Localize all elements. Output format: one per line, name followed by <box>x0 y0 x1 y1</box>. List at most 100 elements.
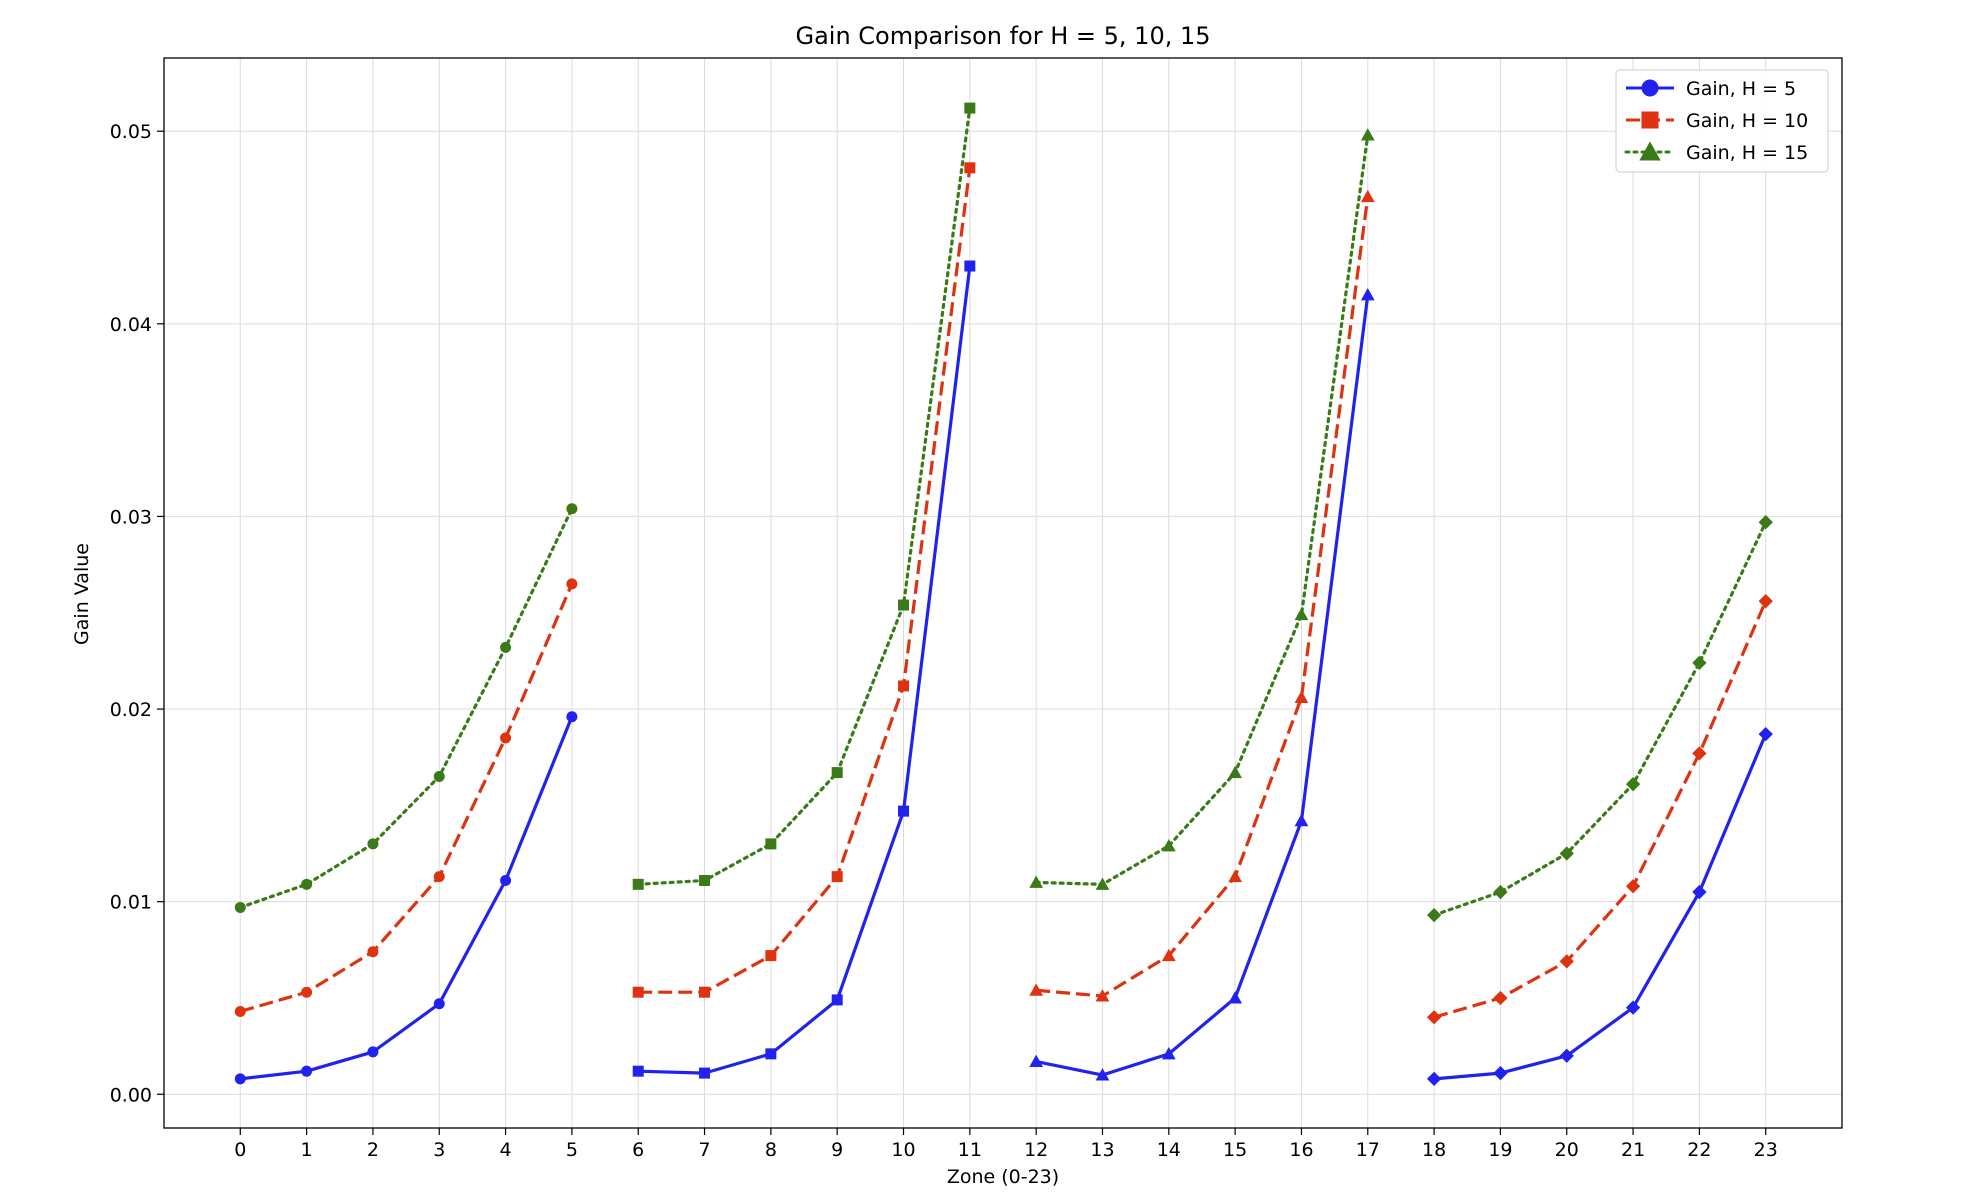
legend-label: Gain, H = 5 <box>1686 78 1796 100</box>
series-line-segment <box>638 265 972 1075</box>
data-point <box>1493 1065 1508 1081</box>
x-tick-label: 10 <box>891 1139 915 1161</box>
data-point <box>234 901 246 913</box>
x-tick-label: 18 <box>1422 1139 1446 1161</box>
legend: Gain, H = 5 Gain, H = 10 Gain, H = 15 <box>1615 69 1829 173</box>
data-point <box>964 102 976 114</box>
data-point <box>1294 813 1309 827</box>
data-point <box>433 998 445 1010</box>
data-point <box>1625 879 1641 894</box>
y-tick-label: 0.04 <box>110 314 152 336</box>
series-2 <box>234 162 1773 1025</box>
series-line-segment <box>240 716 574 1081</box>
data-point <box>898 599 910 611</box>
data-point <box>1758 594 1773 609</box>
data-point <box>1426 908 1442 923</box>
data-point <box>1029 875 1044 888</box>
legend-label: Gain, H = 10 <box>1686 110 1808 132</box>
data-point <box>699 1067 711 1079</box>
data-point <box>1029 1054 1044 1068</box>
data-point <box>964 162 976 174</box>
x-tick-label: 12 <box>1024 1139 1048 1161</box>
x-tick-label: 0 <box>234 1139 246 1161</box>
data-point <box>1625 1000 1641 1015</box>
data-point <box>234 1005 246 1017</box>
data-point <box>566 503 578 515</box>
series-line-segment <box>1036 196 1370 998</box>
x-tick-label: 22 <box>1687 1139 1711 1161</box>
data-point <box>1493 990 1508 1006</box>
data-point <box>500 641 512 653</box>
x-tick-label: 8 <box>765 1139 777 1161</box>
data-point <box>1360 189 1375 203</box>
data-point <box>765 838 777 850</box>
data-point <box>1692 746 1707 761</box>
data-point <box>632 986 644 998</box>
data-point <box>1095 877 1110 890</box>
data-point <box>1758 726 1773 742</box>
series-line-segment <box>1432 520 1768 917</box>
data-point <box>898 680 910 692</box>
y-tick-label: 0.03 <box>110 506 152 528</box>
y-tick-label: 0.00 <box>110 1084 152 1106</box>
legend-marker-triangle <box>1639 141 1661 161</box>
x-axis-title: Zone (0-23) <box>947 1166 1059 1188</box>
legend-label: Gain, H = 15 <box>1686 142 1808 164</box>
data-point <box>1360 288 1375 301</box>
series-line-segment <box>638 167 972 994</box>
data-point <box>1161 1046 1176 1060</box>
data-point <box>566 578 578 590</box>
data-point <box>367 1046 379 1058</box>
data-point <box>632 878 644 890</box>
series-line-segment <box>1433 733 1768 1081</box>
data-point <box>1625 777 1641 792</box>
data-point <box>1161 948 1176 962</box>
data-point <box>1228 765 1243 779</box>
data-point <box>1029 983 1044 996</box>
data-point <box>1692 655 1707 670</box>
x-tick-label: 19 <box>1488 1139 1512 1161</box>
x-tick-label: 17 <box>1356 1139 1380 1161</box>
data-point <box>1294 690 1309 703</box>
x-tick-label: 2 <box>367 1139 379 1161</box>
x-tick-label: 9 <box>831 1139 843 1161</box>
series-line-segment <box>238 507 574 910</box>
series-1 <box>234 260 1773 1087</box>
data-point <box>831 767 843 779</box>
data-point <box>1493 884 1508 900</box>
x-tick-label: 23 <box>1754 1139 1778 1161</box>
series-layer <box>234 102 1773 1087</box>
series-line-segment <box>1433 600 1768 1019</box>
data-point <box>632 1065 644 1077</box>
x-tick-label: 3 <box>433 1139 445 1161</box>
data-point <box>1360 128 1375 141</box>
plot-frame <box>163 57 1843 1129</box>
series-line-segment <box>1035 294 1370 1077</box>
data-point <box>1559 846 1574 861</box>
data-point <box>367 838 379 850</box>
data-point <box>234 1073 246 1085</box>
x-tick-label: 5 <box>566 1139 578 1161</box>
data-point <box>831 871 843 883</box>
legend-box <box>1615 69 1829 173</box>
x-tick-label: 13 <box>1090 1139 1114 1161</box>
x-tick-label: 21 <box>1621 1139 1645 1161</box>
data-point <box>500 874 512 886</box>
data-point <box>433 871 445 883</box>
series-line-segment <box>636 106 972 886</box>
data-point <box>699 874 711 886</box>
y-axis-title: Gain Value <box>71 543 93 645</box>
data-point <box>1095 1068 1110 1081</box>
series-line-segment <box>1034 133 1370 886</box>
series-3 <box>234 102 1773 923</box>
data-point <box>831 994 843 1006</box>
data-point <box>566 711 578 723</box>
x-tick-label: 14 <box>1157 1139 1181 1161</box>
data-point <box>301 986 313 998</box>
legend-marker-square <box>1641 111 1659 129</box>
data-point <box>1228 991 1243 1004</box>
data-point <box>1095 989 1110 1002</box>
series-line-segment <box>239 583 574 1014</box>
